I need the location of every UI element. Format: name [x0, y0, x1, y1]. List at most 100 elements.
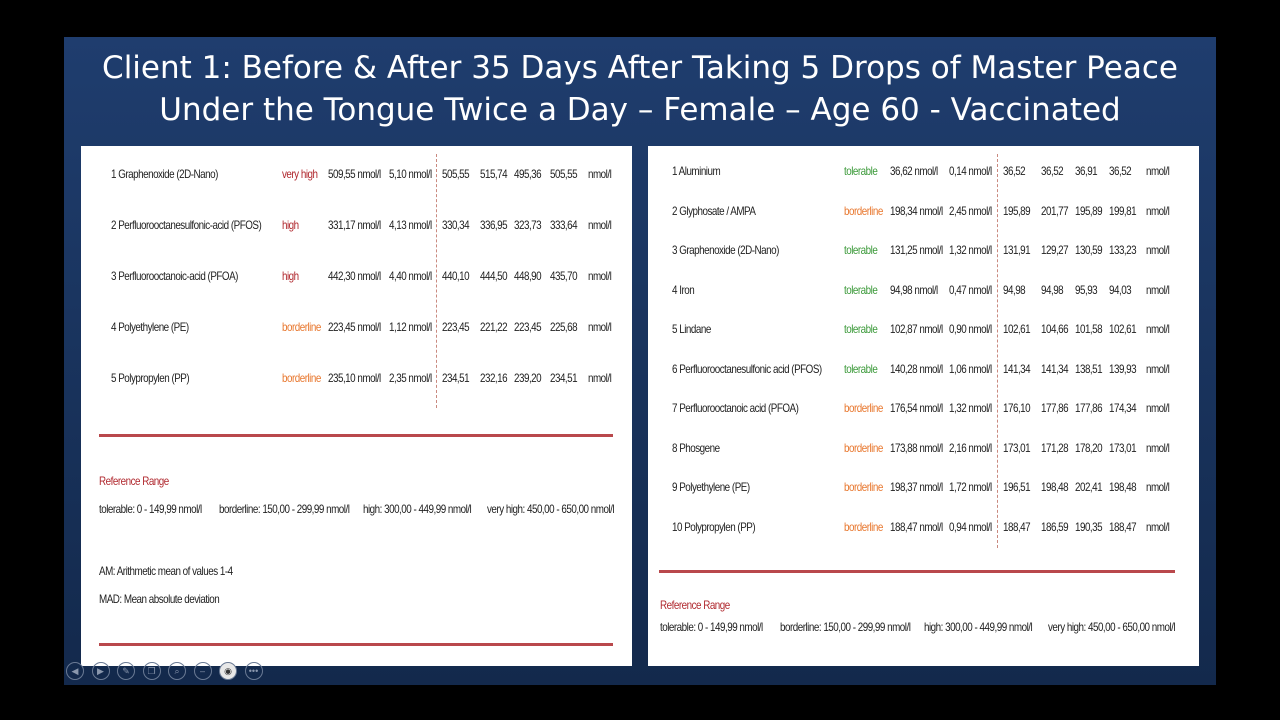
mean-value: 36,62 nmol/l — [889, 164, 938, 178]
right-ref-very-high: very high: 450,00 - 650,00 nmol/l — [1048, 620, 1176, 634]
measurement-2: 444,50 — [479, 269, 508, 283]
mean-value: 235,10 nmol/l — [327, 371, 381, 385]
table-row: 4 Polyethylene (PE) borderline 223,45 nmol… — [81, 320, 612, 340]
unit-label: nmol/l — [1145, 401, 1170, 415]
mad-value: 5,10 nmol/l — [388, 167, 432, 181]
more-icon[interactable]: ••• — [244, 662, 263, 680]
right-divider — [997, 154, 998, 548]
next-icon[interactable]: ▶ — [91, 662, 110, 680]
measurement-1: 188,47 — [1002, 519, 1031, 534]
measurement-4: 174,34 — [1108, 401, 1137, 415]
mad-value: 0,47 nmol/l — [948, 282, 992, 297]
minus-icon[interactable]: – — [193, 662, 212, 680]
pen-icon[interactable]: ✎ — [117, 662, 135, 680]
table-row: 7 Perfluorooctanoic acid (PFOA) borderlin… — [648, 401, 1170, 421]
measurement-2: 171,28 — [1040, 440, 1069, 455]
measurement-3: 202,41 — [1074, 480, 1103, 494]
mad-value: 0,14 nmol/l — [948, 164, 992, 178]
mean-value: 331,17 nmol/l — [327, 218, 381, 232]
unit-label: nmol/l — [1145, 480, 1170, 494]
measurement-4: 36,52 — [1108, 164, 1132, 178]
status-label: high — [281, 269, 299, 283]
mad-value: 1,06 nmol/l — [948, 361, 992, 376]
status-label: tolerable — [843, 361, 878, 376]
mean-value: 173,88 nmol/l — [889, 440, 943, 455]
left-results-panel: 1 Graphenoxide (2D-Nano) very high 509,55 … — [81, 146, 632, 666]
measurement-3: 195,89 — [1074, 203, 1103, 218]
measurement-4: 94,03 — [1108, 282, 1132, 297]
measurement-1: 234,51 — [441, 371, 470, 385]
substance-name: 3 Graphenoxide (2D-Nano) — [671, 243, 779, 257]
unit-label: nmol/l — [1145, 440, 1170, 455]
unit-label: nmol/l — [587, 371, 612, 385]
note-mean-absolute-deviation: MAD: Mean absolute deviation — [99, 592, 220, 606]
measurement-4: 102,61 — [1108, 322, 1137, 336]
substance-name: 5 Polypropylen (PP) — [110, 371, 190, 385]
unit-label: nmol/l — [1145, 203, 1170, 218]
mad-value: 0,94 nmol/l — [948, 519, 992, 534]
table-row: 6 Perfluorooctanesulfonic acid (PFOS) tol… — [648, 361, 1170, 382]
measurement-1: 173,01 — [1002, 440, 1031, 455]
mean-value: 442,30 nmol/l — [327, 269, 381, 283]
measurement-2: 201,77 — [1040, 203, 1069, 218]
measurement-2: 177,86 — [1040, 401, 1069, 415]
measurement-4: 188,47 — [1108, 519, 1137, 534]
right-ref-tolerable: tolerable: 0 - 149,99 nmol/l — [660, 620, 763, 634]
left-divider — [436, 154, 437, 408]
table-row: 3 Perfluorooctanoic-acid (PFOA) high 442,3… — [81, 269, 612, 289]
mean-value: 509,55 nmol/l — [327, 167, 381, 181]
substance-name: 6 Perfluorooctanesulfonic acid (PFOS) — [671, 361, 822, 376]
unit-label: nmol/l — [1145, 519, 1170, 534]
measurement-4: 333,64 — [549, 218, 578, 232]
right-ref-high: high: 300,00 - 449,99 nmol/l — [924, 620, 1033, 634]
measurement-3: 36,91 — [1074, 164, 1098, 178]
measurement-4: 199,81 — [1108, 203, 1137, 218]
unit-label: nmol/l — [1145, 164, 1170, 178]
status-label: tolerable — [843, 243, 878, 257]
status-label: borderline — [843, 440, 883, 455]
zoom-icon[interactable]: ⌕ — [168, 662, 186, 680]
status-label: tolerable — [843, 282, 878, 297]
status-label: borderline — [843, 480, 883, 494]
status-label: tolerable — [843, 164, 878, 178]
left-ref-very-high: very high: 450,00 - 650,00 nmol/l — [487, 502, 615, 516]
substance-name: 1 Graphenoxide (2D-Nano) — [110, 167, 218, 181]
status-label: borderline — [843, 519, 883, 534]
slide-title: Client 1: Before & After 35 Days After T… — [64, 47, 1216, 131]
title-line-1: Client 1: Before & After 35 Days After T… — [102, 50, 1178, 86]
measurement-1: 102,61 — [1002, 322, 1031, 336]
measurement-1: 141,34 — [1002, 361, 1031, 376]
unit-label: nmol/l — [587, 218, 612, 232]
substance-name: 10 Polypropylen (PP) — [671, 519, 756, 534]
status-label: borderline — [281, 371, 321, 385]
measurement-4: 234,51 — [549, 371, 578, 385]
mean-value: 176,54 nmol/l — [889, 401, 943, 415]
unit-label: nmol/l — [1145, 243, 1170, 257]
left-separator-bottom — [99, 643, 613, 646]
substance-name: 4 Polyethylene (PE) — [110, 320, 189, 334]
measurement-3: 223,45 — [513, 320, 542, 334]
left-ref-tolerable: tolerable: 0 - 149,99 nmol/l — [99, 502, 202, 516]
previous-icon[interactable]: ◀ — [66, 662, 84, 680]
measurement-2: 94,98 — [1040, 282, 1064, 297]
measurement-2: 141,34 — [1040, 361, 1069, 376]
measurement-2: 232,16 — [479, 371, 508, 385]
substance-name: 5 Lindane — [671, 322, 711, 336]
camera-icon[interactable]: ◉ — [219, 662, 237, 680]
unit-label: nmol/l — [587, 167, 612, 181]
measurement-1: 94,98 — [1002, 282, 1026, 297]
measurement-4: 435,70 — [549, 269, 578, 283]
mad-value: 1,32 nmol/l — [948, 401, 992, 415]
measurement-3: 323,73 — [513, 218, 542, 232]
measurement-4: 133,23 — [1108, 243, 1137, 257]
status-label: high — [281, 218, 299, 232]
measurement-3: 177,86 — [1074, 401, 1103, 415]
measurement-1: 36,52 — [1002, 164, 1026, 178]
copy-icon[interactable]: ❐ — [142, 662, 161, 680]
substance-name: 7 Perfluorooctanoic acid (PFOA) — [671, 401, 799, 415]
measurement-3: 190,35 — [1074, 519, 1103, 534]
mean-value: 131,25 nmol/l — [889, 243, 943, 257]
unit-label: nmol/l — [1145, 361, 1170, 376]
measurement-1: 330,34 — [441, 218, 470, 232]
mean-value: 102,87 nmol/l — [889, 322, 943, 336]
